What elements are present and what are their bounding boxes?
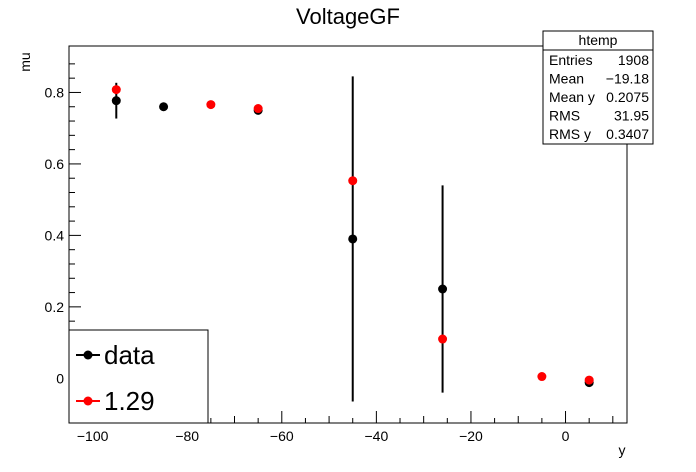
y-tick-label: 0.4: [45, 227, 65, 243]
data-point: [111, 85, 121, 95]
stats-row-label: Mean: [549, 71, 584, 87]
stats-row-label: RMS y: [549, 126, 591, 142]
legend-frame: [68, 329, 209, 424]
stats-row-value: 31.95: [614, 108, 649, 124]
chart-title: VoltageGF: [296, 4, 400, 29]
y-axis-label: mu: [17, 52, 33, 71]
stats-row-label: Mean y: [549, 89, 595, 105]
legend-marker: [83, 396, 93, 406]
data-point: [537, 372, 547, 382]
x-tick-label: 0: [562, 428, 570, 444]
stats-row-value: 1908: [618, 52, 649, 68]
series-data: [111, 76, 594, 402]
stats-row-value: −19.18: [606, 71, 649, 87]
data-point: [348, 234, 358, 244]
stats-row-value: 0.3407: [606, 126, 649, 142]
stats-rows: Entries 1908 Mean −19.18 Mean y 0.2075 RMS 31.9…: [549, 52, 649, 142]
legend-label: data: [104, 340, 155, 370]
x-tick-label: −60: [270, 428, 294, 444]
legend-label: 1.29: [104, 386, 155, 416]
legend-entries: data 1.29: [76, 340, 155, 416]
y-tick-label: 0.6: [45, 156, 65, 172]
data-point: [584, 375, 594, 385]
x-tick-label: −100: [77, 428, 109, 444]
stats-row-value: 0.2075: [606, 89, 649, 105]
x-tick-label: −20: [459, 428, 483, 444]
data-point: [206, 100, 216, 110]
series-model: [111, 85, 594, 385]
data-point: [159, 102, 169, 112]
x-tick-label: −80: [175, 428, 199, 444]
series-layer: [111, 76, 594, 402]
y-tick-label: 0: [56, 370, 64, 386]
data-point: [438, 334, 448, 344]
x-tick-label: −40: [364, 428, 388, 444]
data-point: [438, 284, 448, 294]
legend-marker: [83, 350, 93, 360]
data-point: [253, 104, 263, 114]
stats-row-label: Entries: [549, 52, 593, 68]
stats-box: htemp Entries 1908 Mean −19.18 Mean y 0.2075 R…: [542, 30, 654, 145]
y-tick-label: 0.2: [45, 299, 65, 315]
plot-frame: [68, 45, 628, 424]
x-axis-label: y: [619, 442, 626, 458]
y-tick-label: 0.8: [45, 84, 65, 100]
legend: data 1.29: [68, 329, 209, 424]
data-point: [111, 96, 121, 106]
stats-box-title: htemp: [579, 32, 618, 48]
stats-row-label: RMS: [549, 108, 580, 124]
data-point: [348, 176, 358, 186]
